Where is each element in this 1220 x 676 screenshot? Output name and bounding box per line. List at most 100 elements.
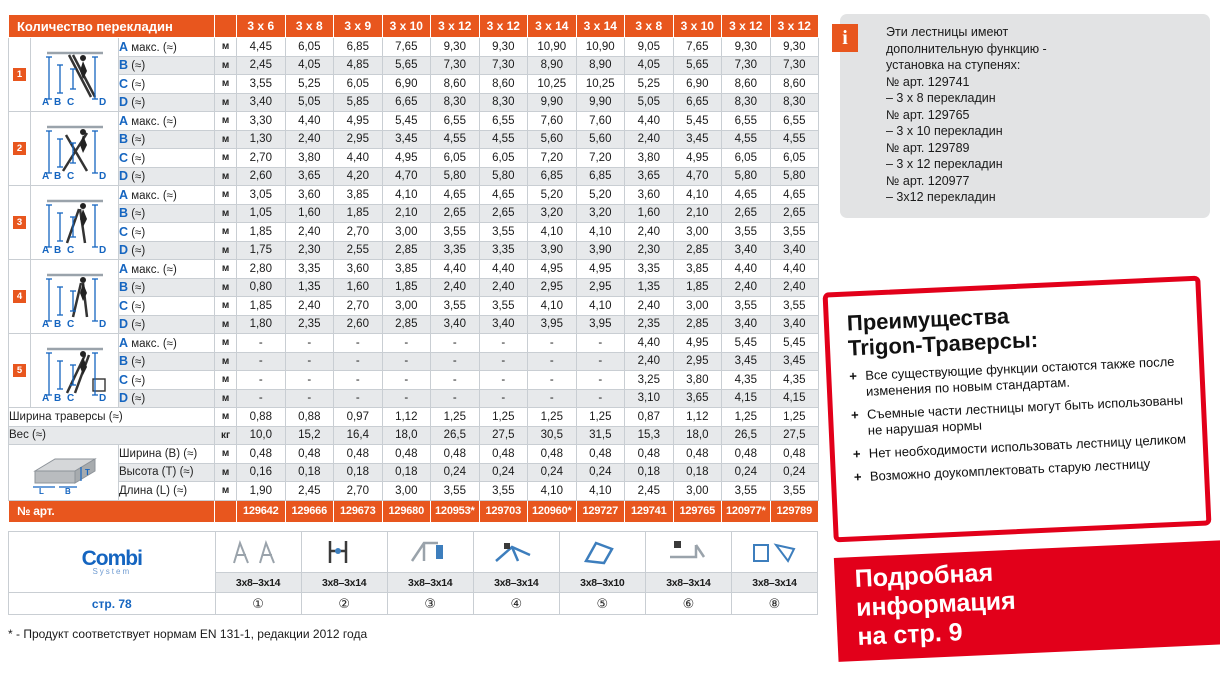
table-row: C (≈) м 2,70 3,80 4,40 4,95 6,05 6,05 7,20 7,20 3,… [9,148,820,168]
accessory-thumbnail-cell[interactable] [472,531,560,573]
cell-value: 4,70 [381,166,432,186]
cell-value: 26,5 [430,425,480,445]
row-label: A макс. (≈) [117,111,216,131]
cell-value: 3,35 [284,259,335,279]
accessory-range: 3x8–3x14 [644,572,732,593]
cell-value: 0,48 [624,444,674,464]
info-line-2: установка на ступенях: [886,58,1021,72]
cell-value: 10,90 [527,37,577,57]
cell-value: - [575,351,626,371]
cell-value: 5,60 [527,129,577,149]
table-row: B (≈) м 1,30 2,40 2,95 3,45 4,55 4,55 5,60 5,60 2,… [9,129,820,149]
package-row: T L B Ширина (B) (≈) м 0,48 0,48 0,48 0,48 0,48 0,… [8,444,820,501]
cell-value: 8,60 [721,74,771,94]
cell-value: 4,65 [478,185,529,205]
article-number: 120953* [430,499,480,523]
cell-value: 3,40 [721,314,771,334]
cell-value: 3,95 [575,314,626,334]
accessory-thumbnail-cell[interactable] [386,531,474,573]
package-unit: м [214,462,238,482]
accessory-number: ① [214,592,302,615]
header-unit-spacer [214,14,238,38]
cell-value: 4,65 [721,185,771,205]
cell-value: 0,97 [333,407,383,427]
package-unit: м [214,481,238,501]
accessory-thumbnail-5 [584,541,615,565]
cell-value: 3,60 [333,259,383,279]
info-line-8: – 3 x 12 перекладин [886,157,1003,171]
cell-value: 0,48 [478,444,529,464]
row-label: B (≈) [117,351,216,371]
combi-logo-cell: Combi System [8,531,216,593]
cell-value: 1,35 [284,277,335,297]
cell-value: 5,80 [721,166,771,186]
package-label: Ширина (B) (≈) [117,444,216,464]
cell-value: - [236,388,286,408]
cell-value: 4,05 [624,55,674,75]
cell-value: - [430,370,480,390]
row-label: D (≈) [117,388,216,408]
cell-value: 0,88 [284,407,335,427]
cell-value: 4,40 [624,111,674,131]
cell-value: 4,10 [575,481,626,501]
svg-text:B: B [54,393,61,403]
accessory-thumbnail-cell[interactable] [644,531,732,573]
row-label: D (≈) [117,314,216,334]
cell-value: 2,30 [624,240,674,260]
article-number: 129765 [672,499,723,523]
cell-value: 4,70 [672,166,723,186]
cell-value: 5,45 [721,333,771,353]
more-info-banner[interactable]: Подробная информация на стр. 9 [833,540,1220,662]
config-badge-cell-5: 5 [8,333,31,408]
cell-value: 4,55 [430,129,480,149]
cell-value: 3,85 [672,259,723,279]
cell-value: 3,00 [381,296,432,316]
row-label: B (≈) [117,277,216,297]
accessory-thumbnail-cell[interactable] [558,531,646,573]
row-unit: м [214,166,238,186]
cell-value: 9,30 [721,37,771,57]
row-unit: м [214,92,238,112]
cell-value: 2,85 [381,314,432,334]
package-label: Высота (T) (≈) [117,462,216,482]
cell-value: 8,30 [478,92,529,112]
accessory-number: ⑤ [558,592,646,615]
cell-value: 1,25 [430,407,480,427]
cell-value: 0,18 [333,462,383,482]
svg-text:A: A [42,393,49,403]
cell-value: 2,40 [478,277,529,297]
footnote-en131: * - Продукт соответствует нормам EN 131-… [8,627,368,641]
cell-value: 27,5 [769,425,820,445]
info-line-6: – 3 x 10 перекладин [886,124,1003,138]
combi-page-link[interactable]: стр. 78 [8,592,216,615]
cell-value: 3,40 [236,92,286,112]
cell-value: 6,85 [527,166,577,186]
row-unit: м [214,222,238,242]
cell-value: - [381,370,432,390]
accessory-thumbnail-4 [495,543,531,562]
cell-value: 2,70 [333,481,383,501]
cell-value: - [284,388,335,408]
row-label: A макс. (≈) [117,333,216,353]
plus-marker: + [848,368,858,384]
cell-value: 3,05 [236,185,286,205]
accessory-thumbnail-cell[interactable] [730,531,819,573]
cell-value: 7,30 [769,55,820,75]
accessory-thumbnail-cell[interactable] [300,531,388,573]
accessory-thumbnail-cell[interactable] [214,531,302,573]
article-number: 120977* [721,499,771,523]
column-header-2: 3 x 9 [333,14,383,38]
config-badge-cell-1: 1 [8,37,31,112]
cell-value: 9,30 [478,37,529,57]
cell-value: 6,55 [430,111,480,131]
table-row: D (≈) м - - - - - - - -3,10 3,65 4,15 4,15 [9,388,820,408]
article-number: 120960* [527,499,577,523]
cell-value: 2,45 [284,481,335,501]
table-row: D (≈) м 1,80 2,35 2,60 2,85 3,40 3,40 3,95 3,95 2,… [9,314,820,334]
cell-value: 2,85 [672,314,723,334]
cell-value: 2,95 [575,277,626,297]
